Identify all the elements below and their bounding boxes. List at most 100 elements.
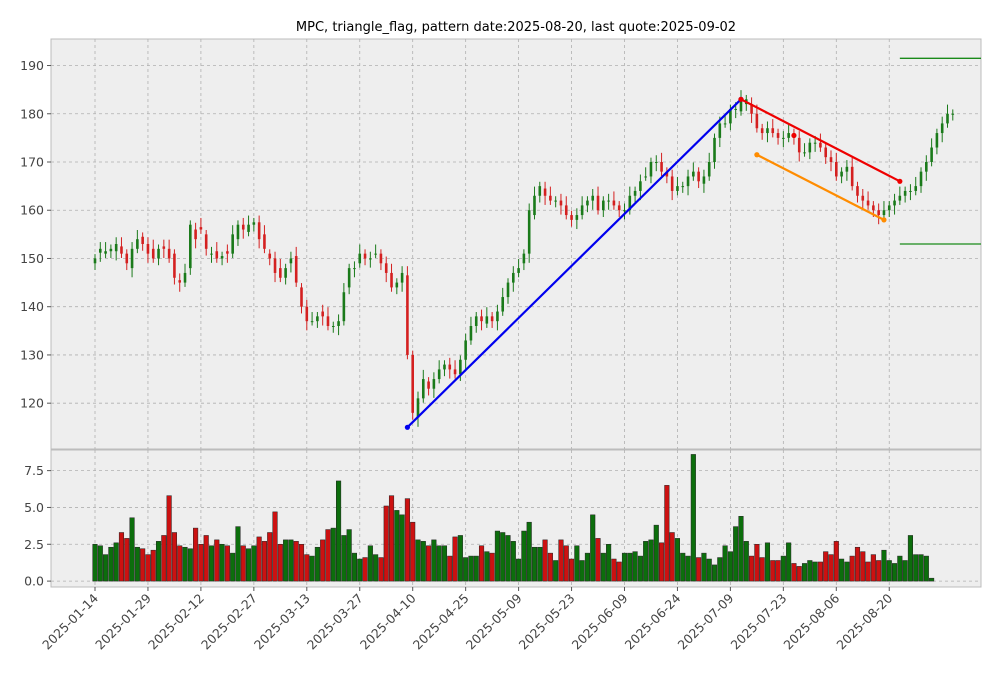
candle-body bbox=[850, 166, 854, 187]
candle-body bbox=[935, 133, 939, 148]
date-tick-label: 2025-02-12 bbox=[145, 591, 207, 653]
volume-bar bbox=[219, 544, 225, 582]
volume-bar bbox=[711, 564, 718, 582]
volume-bar bbox=[611, 558, 617, 582]
candle-body bbox=[215, 251, 219, 259]
volume-bar bbox=[886, 560, 892, 582]
volume-bar bbox=[341, 535, 347, 582]
volume-bar bbox=[812, 561, 818, 582]
candle-body bbox=[390, 272, 393, 288]
candle-body bbox=[406, 275, 409, 355]
volume-bar bbox=[272, 511, 278, 582]
volume-bar bbox=[426, 545, 432, 582]
volume-bar bbox=[786, 542, 792, 582]
candle-body bbox=[580, 205, 584, 216]
candle-body bbox=[294, 256, 298, 283]
candle-body bbox=[755, 113, 759, 129]
volume-bar bbox=[685, 555, 691, 582]
candle-body bbox=[739, 99, 743, 112]
candle-body bbox=[448, 364, 452, 370]
candle-body bbox=[279, 268, 282, 278]
volume-bar bbox=[108, 546, 114, 582]
volume-bar bbox=[246, 548, 252, 582]
candle-body bbox=[512, 272, 515, 283]
date-tick-label: 2025-04-10 bbox=[357, 590, 419, 652]
volume-bar bbox=[876, 560, 882, 582]
chart-title: MPC, triangle_flag, pattern date:2025-08… bbox=[296, 20, 736, 35]
volume-bar bbox=[542, 539, 548, 582]
volume-bar bbox=[770, 560, 776, 582]
volume-bar bbox=[468, 555, 474, 582]
candle-body bbox=[946, 113, 949, 124]
volume-bar bbox=[288, 539, 294, 582]
candle-body bbox=[522, 253, 526, 264]
date-tick-label: 2025-03-27 bbox=[304, 591, 366, 653]
candle-body bbox=[654, 162, 658, 163]
upper-start-point bbox=[738, 96, 744, 102]
candle-body bbox=[681, 186, 685, 188]
volume-bar bbox=[357, 558, 363, 582]
date-tick-label: 2025-07-09 bbox=[675, 590, 737, 652]
candle-body bbox=[729, 108, 732, 124]
candle-body bbox=[861, 195, 865, 201]
candle-body bbox=[628, 195, 632, 211]
volume-bar bbox=[796, 566, 802, 582]
candle-body bbox=[130, 248, 134, 269]
volume-bar bbox=[733, 526, 739, 582]
price-tick-label: 190 bbox=[20, 58, 44, 73]
candle-body bbox=[257, 222, 261, 240]
volume-bar bbox=[722, 545, 728, 582]
candle-body bbox=[273, 258, 277, 273]
candle-body bbox=[490, 316, 494, 322]
candle-body bbox=[501, 297, 505, 312]
candle-body bbox=[829, 157, 833, 162]
volume-bar bbox=[118, 532, 125, 582]
candle-body bbox=[189, 224, 192, 269]
volume-bar bbox=[410, 521, 416, 582]
candle-body bbox=[686, 176, 690, 187]
volume-bar bbox=[267, 532, 273, 582]
candle-body bbox=[326, 316, 330, 326]
volume-bar bbox=[574, 545, 580, 582]
date-axis: 2025-01-142025-01-292025-02-122025-02-27… bbox=[39, 587, 895, 652]
candles bbox=[93, 90, 955, 427]
volume-bar bbox=[404, 498, 410, 582]
candle-body bbox=[533, 195, 536, 216]
candle-body bbox=[559, 200, 563, 206]
volume-bar bbox=[828, 554, 834, 582]
volume-bar bbox=[531, 546, 538, 582]
date-tick-label: 2025-08-06 bbox=[780, 590, 842, 652]
volume-bar bbox=[558, 539, 564, 582]
candle-body bbox=[194, 229, 197, 240]
volume-bar bbox=[346, 529, 352, 582]
volume-bar bbox=[839, 558, 845, 582]
candle-body bbox=[649, 162, 653, 177]
volume-bar bbox=[569, 558, 575, 582]
date-tick-label: 2025-06-09 bbox=[569, 590, 631, 652]
date-tick-label: 2025-01-14 bbox=[39, 590, 101, 652]
volume-bar bbox=[283, 539, 289, 582]
candle-body bbox=[263, 234, 266, 249]
lower-end-point bbox=[881, 217, 887, 223]
candle-body bbox=[527, 210, 531, 254]
candle-body bbox=[321, 311, 324, 317]
volume-bar bbox=[187, 548, 193, 582]
candle-body bbox=[877, 210, 880, 216]
candle-body bbox=[919, 171, 923, 187]
volume-axis: 0.0 2.5 5.0 7.5 bbox=[24, 463, 51, 589]
candle-body bbox=[157, 248, 160, 259]
volume-bar bbox=[373, 554, 379, 582]
upper-mid-point bbox=[791, 132, 797, 139]
volume-bar bbox=[447, 555, 453, 582]
volume-bar bbox=[436, 545, 442, 582]
candle-body bbox=[421, 379, 425, 399]
candle-body bbox=[268, 253, 272, 259]
candle-body bbox=[596, 195, 600, 211]
candle-body bbox=[564, 205, 568, 216]
volume-bar bbox=[897, 555, 903, 582]
volume-bar bbox=[600, 552, 606, 582]
candle-body bbox=[284, 268, 287, 278]
candle-body bbox=[898, 195, 902, 201]
candle-body bbox=[506, 282, 510, 298]
candle-body bbox=[718, 123, 722, 138]
